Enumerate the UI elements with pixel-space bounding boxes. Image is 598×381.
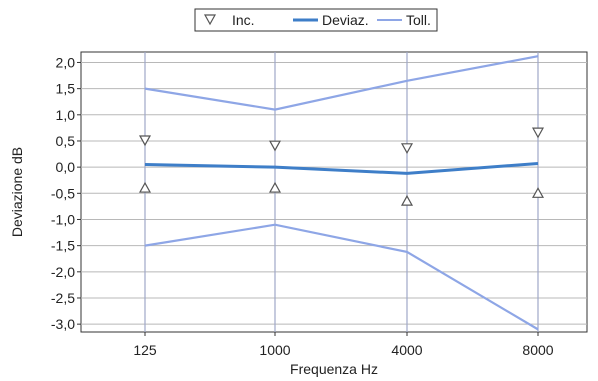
inc-upper-marker [268, 140, 282, 152]
x-tick-label: 4000 [391, 342, 422, 358]
inc-upper-marker [138, 135, 152, 147]
legend: Inc. Deviaz. Toll. [194, 8, 438, 32]
legend-inc-label: Inc. [232, 12, 255, 28]
y-axis-ticks: 2,0 1,5 1,0 0,5 0,0 -0,5 -1,0 -1,5 -2,0 -2,5 -3,0 [51, 54, 81, 332]
y-tick-label: -2,0 [51, 264, 75, 280]
legend-inc-marker [203, 14, 217, 26]
legend-tol-label: Toll. [406, 12, 431, 28]
inc-upper-marker [400, 143, 414, 155]
y-tick-label: -3,0 [51, 316, 75, 332]
plot-area [80, 51, 588, 333]
y-tick-label: -1,0 [51, 211, 75, 227]
y-tick-label: 0,5 [56, 133, 76, 149]
y-axis-title: Deviazione dB [9, 147, 25, 237]
series-tolerance-lower [144, 223, 539, 331]
series-tolerance-upper [144, 55, 539, 111]
y-tick-label: 1,5 [56, 81, 76, 97]
inc-lower-marker [268, 181, 282, 193]
inc-lower-marker [138, 181, 152, 193]
y-tick-label: -0,5 [51, 185, 75, 201]
inc-upper-marker [531, 127, 545, 139]
x-tick-label: 125 [133, 342, 157, 358]
x-tick-label: 1000 [259, 342, 290, 358]
x-axis-ticks: 125 1000 4000 8000 [133, 332, 554, 358]
inc-lower-marker [400, 194, 414, 206]
inc-lower-marker [531, 187, 545, 198]
series-layer [138, 55, 545, 331]
x-tick-label: 8000 [522, 342, 553, 358]
y-tick-label: -2,5 [51, 290, 75, 306]
legend-dev-label: Deviaz. [322, 12, 369, 28]
y-tick-label: 1,0 [56, 107, 76, 123]
series-deviation [144, 161, 539, 175]
y-tick-label: 0,0 [56, 159, 76, 175]
y-tick-label: -1,5 [51, 238, 75, 254]
y-tick-label: 2,0 [56, 54, 76, 70]
x-axis-title: Frequenza Hz [290, 361, 378, 377]
